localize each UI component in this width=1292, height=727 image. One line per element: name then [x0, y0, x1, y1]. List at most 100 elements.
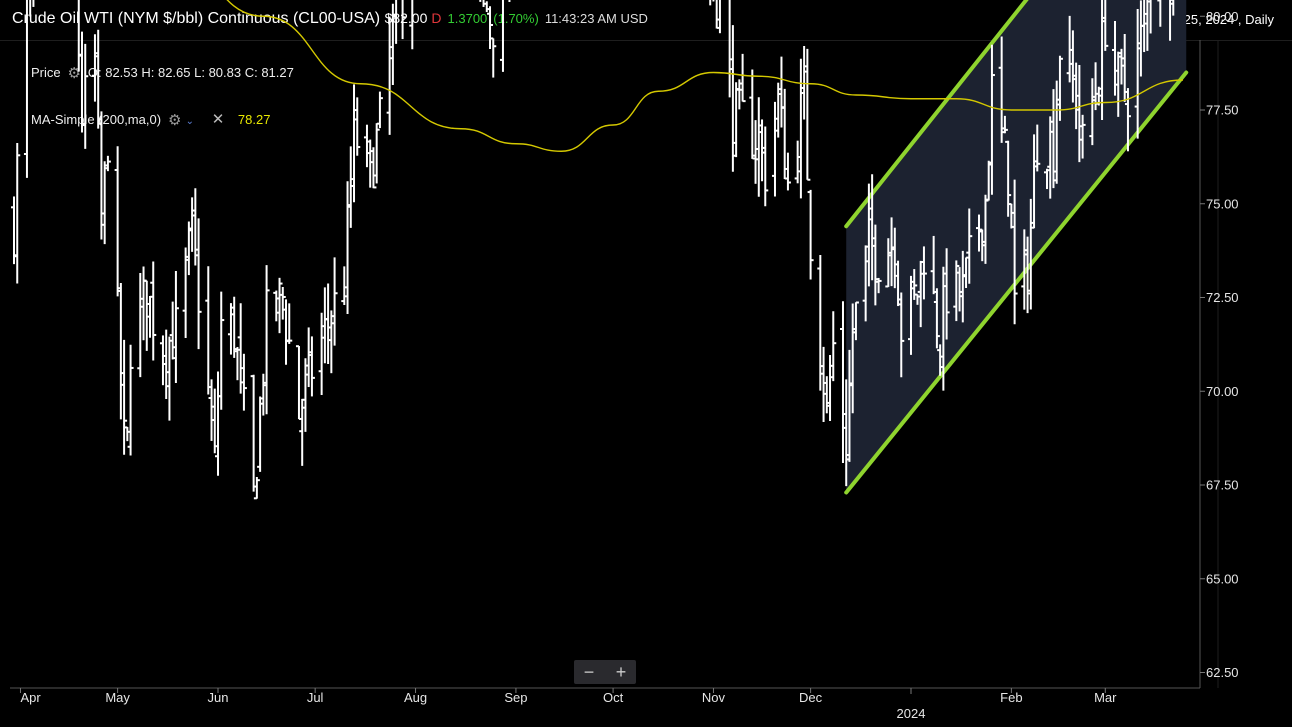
ohlc-bar [875, 277, 882, 294]
ohlc-bars [11, 0, 1175, 500]
y-tick-label: 72.50 [1206, 290, 1239, 305]
ohlc-bar [23, 0, 28, 178]
ohlc-bar [195, 218, 202, 350]
zoom-control: − + [574, 660, 636, 684]
ohlc-bar [263, 265, 270, 415]
ohlc-bar [804, 48, 811, 181]
ohlc-bar [499, 0, 504, 72]
price-change-pct: (1.70%) [493, 11, 539, 26]
ohlc-bar [331, 257, 338, 346]
ohlc-bar [966, 208, 973, 284]
ohlc-bar [172, 271, 179, 384]
ohlc-bar [308, 336, 315, 397]
y-tick-label: 70.00 [1206, 384, 1239, 399]
x-tick-label: Dec [799, 690, 823, 705]
ohlc-bar [273, 290, 280, 322]
ohlc-bar [286, 303, 293, 344]
ohlc-bar [328, 310, 335, 374]
ohlc-bar [373, 123, 380, 184]
ma-legend: MA-Simple (200,ma,0) ⚙ ⌄ ✕ 78.27 [31, 110, 270, 129]
ohlc-bar [166, 336, 173, 421]
ohlc-bar [817, 254, 824, 391]
ohlc-bar [283, 299, 290, 365]
ohlc-bar [250, 374, 257, 492]
gear-icon[interactable]: ⚙ [67, 65, 81, 82]
ohlc-bar [953, 260, 960, 322]
ohlc-bar [253, 477, 260, 500]
ohlc-bar [192, 188, 199, 266]
ohlc-bar [1005, 140, 1012, 217]
ohlc-bar [341, 266, 348, 306]
ohlc-bar [1001, 115, 1008, 134]
ohlc-bar [205, 266, 212, 395]
ohlc-bar [237, 303, 244, 394]
ohlc-bar [367, 139, 374, 188]
ohlc-bar [295, 345, 302, 420]
y-tick-label: 80.00 [1206, 9, 1239, 24]
close-icon[interactable]: ✕ [211, 111, 225, 128]
ohlc-bar [231, 296, 238, 358]
instrument-title[interactable]: Crude Oil WTI (NYM $/bbl) Continuous (CL… [12, 10, 381, 27]
channel-upper-line [844, 0, 1029, 229]
ohlc-bar [143, 279, 150, 351]
channel-lower-line [844, 70, 1189, 495]
ohlc-bar [351, 84, 358, 203]
zoom-in-button[interactable]: + [615, 662, 627, 682]
ohlc-bar [302, 358, 309, 432]
ohlc-bar [137, 272, 144, 378]
ohlc-bar [363, 124, 370, 168]
ohlc-bar [771, 101, 778, 197]
ohlc-bar [182, 247, 189, 338]
ohlc-bar [227, 303, 234, 355]
ohlc-bar [852, 301, 859, 341]
ohlc-bar [234, 346, 241, 381]
ohlc-bar [257, 396, 264, 472]
delay-flag: D [431, 10, 442, 26]
x-tick-label: Mar [1094, 690, 1117, 705]
ohlc-bar [318, 312, 325, 395]
price-change: 1.3700 [447, 11, 488, 26]
y-tick-label: 62.50 [1206, 665, 1239, 680]
ohlc-bar [797, 58, 804, 199]
ohlc-bar [715, 0, 720, 29]
ohlc-bar [77, 0, 82, 72]
ohlc-bar [98, 111, 105, 240]
ohlc-bar [169, 301, 176, 360]
ohlc-bar [830, 311, 837, 382]
ohlc-bar [386, 16, 393, 135]
ohlc-bar [101, 161, 108, 245]
y-tick-label: 77.50 [1206, 103, 1239, 118]
ohlc-bar [1144, 0, 1149, 51]
ohlc-bar [807, 189, 814, 280]
chevron-down-icon[interactable]: ⌄ [185, 116, 195, 127]
ohlc-bar [376, 91, 383, 129]
ohlc-bar [299, 398, 306, 466]
ohlc-bar [215, 371, 222, 476]
gear-icon[interactable]: ⚙ [167, 112, 182, 129]
ohlc-bar [716, 0, 721, 34]
x-tick-label: Feb [1000, 690, 1022, 705]
ohlc-bar [820, 346, 827, 422]
x-tick-label: Sep [504, 690, 527, 705]
zoom-out-button[interactable]: − [583, 662, 595, 682]
price-label: Price [31, 65, 61, 80]
ohlc-bar [347, 146, 354, 228]
ohlc-bar [325, 283, 332, 365]
ohlc-bar [393, 0, 398, 44]
ohlc-bar [1157, 0, 1162, 27]
ohlc-bar [276, 277, 283, 334]
ohlc-bar [911, 269, 918, 300]
x-tick-label: Apr [20, 690, 41, 705]
x-tick-label: 2024 [897, 706, 926, 721]
ohlc-bar [778, 56, 785, 128]
ohlc-bar [401, 0, 406, 40]
y-tick-label: 65.00 [1206, 571, 1239, 586]
ohlc-bar [508, 0, 511, 2]
ohlc-bar [117, 283, 124, 420]
x-tick-label: May [105, 690, 130, 705]
ohlc-bar [279, 286, 286, 320]
ohlc-bar [218, 291, 225, 410]
ohlc-bar [208, 379, 215, 441]
ma-line [226, 0, 1184, 152]
